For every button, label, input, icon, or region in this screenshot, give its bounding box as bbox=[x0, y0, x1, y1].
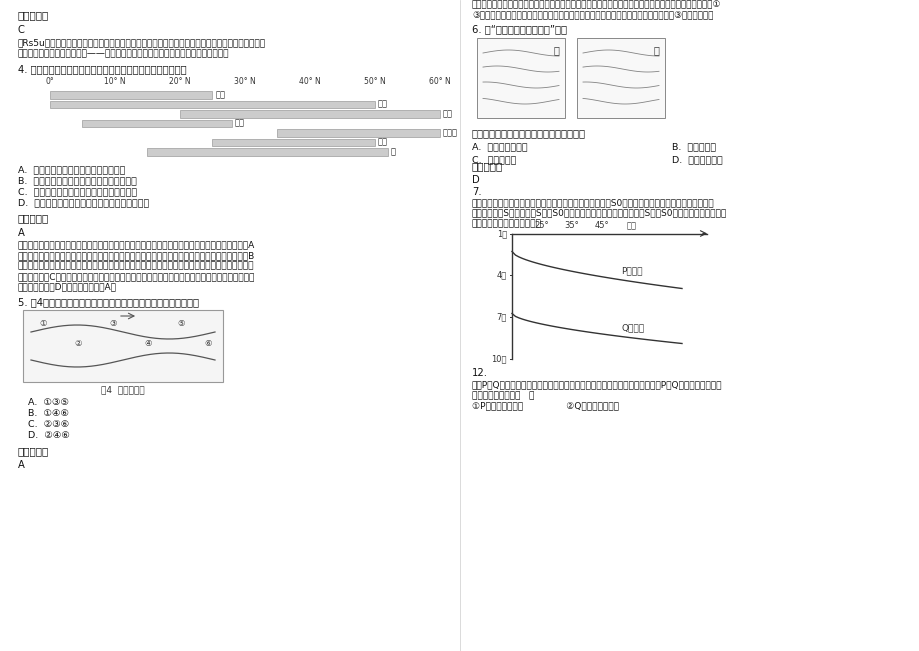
Text: B.  ①④⑥: B. ①④⑥ bbox=[28, 409, 69, 418]
Text: 50° N: 50° N bbox=[364, 77, 385, 86]
Text: B.  热量更丰富: B. 热量更丰富 bbox=[671, 142, 715, 151]
Text: 10° N: 10° N bbox=[104, 77, 126, 86]
Text: D.  苹果和茶树的共同分布区是我国的中温带地区: D. 苹果和茶树的共同分布区是我国的中温带地区 bbox=[18, 199, 149, 208]
Text: A.  水稺主要分布在季风区和雨林气候区: A. 水稺主要分布在季风区和雨林气候区 bbox=[18, 165, 125, 174]
Text: 1月: 1月 bbox=[496, 229, 506, 238]
Text: 4月: 4月 bbox=[496, 271, 506, 280]
Text: B.  可可、咏啊、向日葛的热量适应范围较大: B. 可可、咏啊、向日葛的热量适应范围较大 bbox=[18, 176, 137, 186]
Bar bbox=[50, 100, 375, 108]
Text: 20° N: 20° N bbox=[169, 77, 190, 86]
Bar bbox=[50, 91, 212, 98]
Text: 参考答案：: 参考答案： bbox=[18, 214, 50, 223]
Text: 7月: 7月 bbox=[496, 312, 506, 322]
Text: 图为P、Q两类不同日照类型植物在我国随纬度变化的始花期时间分布图。有关P、Q两类日照类型的植: 图为P、Q两类不同日照类型植物在我国随纬度变化的始花期时间分布图。有关P、Q两类… bbox=[471, 380, 721, 389]
Text: D.  经济基础雄厚: D. 经济基础雄厚 bbox=[671, 155, 722, 164]
Text: 麦的生长，故C错误；茶叶为亚热带作物，主要分布在我国的亚热带丘陵地区，苹果主要分布在我国: 麦的生长，故C错误；茶叶为亚热带作物，主要分布在我国的亚热带丘陵地区，苹果主要分… bbox=[18, 272, 255, 281]
Text: A.  ①③⑤: A. ①③⑤ bbox=[28, 398, 69, 407]
Bar bbox=[278, 129, 439, 137]
Text: 25°: 25° bbox=[534, 221, 549, 230]
Text: Q类植物: Q类植物 bbox=[620, 323, 643, 332]
Text: 纬度: 纬度 bbox=[627, 221, 636, 230]
Text: ⑤: ⑤ bbox=[177, 320, 185, 329]
Text: ③: ③ bbox=[109, 320, 117, 329]
Text: 咏啊: 咏啊 bbox=[234, 118, 244, 128]
Text: 南半球；风向左偏；洋流流向——中低纬（阔叶林）大陆东岸洋流为暖流，来自低纬。: 南半球；风向左偏；洋流流向——中低纬（阔叶林）大陆东岸洋流为暖流，来自低纬。 bbox=[18, 49, 229, 58]
Text: 30° N: 30° N bbox=[233, 77, 255, 86]
Text: A: A bbox=[18, 460, 25, 470]
Text: 苹果: 苹果 bbox=[378, 138, 388, 146]
Text: 12.: 12. bbox=[471, 368, 487, 378]
Text: 水稺: 水稺 bbox=[378, 100, 388, 109]
Text: 一天中能诱导植物开花所需的极限日照长度称为临界日长（S0），大多数一年生植物的开花决定于每: 一天中能诱导植物开花所需的极限日照长度称为临界日长（S0），大多数一年生植物的开… bbox=[471, 198, 714, 207]
Text: 暖温带地区，故D错误。所以该题选A。: 暖温带地区，故D错误。所以该题选A。 bbox=[18, 283, 117, 292]
Bar bbox=[180, 110, 439, 117]
Text: ⑥: ⑥ bbox=[204, 339, 211, 348]
Bar bbox=[83, 120, 232, 127]
Text: 参考答案：: 参考答案： bbox=[471, 161, 503, 171]
Text: 物，表述正确的是（   ）: 物，表述正确的是（ ） bbox=[471, 391, 534, 400]
Text: 《Rs5u解析》纬度和等温线的温度变化确定是南半球；沉积岛与陆地右岸相连，则左岸侵蚀，可知是: 《Rs5u解析》纬度和等温线的温度变化确定是南半球；沉积岛与陆地右岸相连，则左岸… bbox=[18, 38, 266, 47]
Text: D: D bbox=[471, 175, 479, 185]
Text: 试题分析：由于凸岸对水流有一定的阻挡，因此凸岸需流速较慢，因要有一定弧形、速度较快，由图可知①: 试题分析：由于凸岸对水流有一定的阻挡，因此凸岸需流速较慢，因要有一定弧形、速度较… bbox=[471, 0, 720, 9]
Text: 乙三角洲不同于甲三角洲的地理环境条件是: 乙三角洲不同于甲三角洲的地理环境条件是 bbox=[471, 128, 585, 138]
Text: 0°: 0° bbox=[46, 77, 54, 86]
Text: C.  ②③⑥: C. ②③⑥ bbox=[28, 420, 69, 429]
Text: ①: ① bbox=[40, 320, 47, 329]
Text: 照植物。读图完成下面小题。: 照植物。读图完成下面小题。 bbox=[471, 219, 541, 228]
Bar bbox=[212, 139, 375, 146]
Text: ②: ② bbox=[74, 339, 82, 348]
Text: 10月: 10月 bbox=[491, 354, 506, 363]
Bar bbox=[147, 148, 388, 156]
Text: 4. 下图为北半球部分农作物分布的纬度示意图。读图，农作物: 4. 下图为北半球部分农作物分布的纬度示意图。读图，农作物 bbox=[18, 64, 187, 74]
Text: A.  良好的农业基础: A. 良好的农业基础 bbox=[471, 142, 528, 151]
Text: 参考答案：: 参考答案： bbox=[18, 446, 50, 456]
Text: A: A bbox=[18, 227, 25, 238]
Text: 正确；可可、咏啊为热带作物，主要分布在低纬度地区，向日葛喜温凉，主要分布在温带地区，故B: 正确；可可、咏啊为热带作物，主要分布在低纬度地区，向日葛喜温凉，主要分布在温带地… bbox=[18, 251, 255, 260]
Text: 图4  河流示意图: 图4 河流示意图 bbox=[101, 385, 144, 394]
Text: 35°: 35° bbox=[564, 221, 579, 230]
Text: C.  小麦种植在亚马孙平原比黄淦平原更适宜: C. 小麦种植在亚马孙平原比黄淦平原更适宜 bbox=[18, 187, 137, 197]
Bar bbox=[476, 38, 564, 118]
Text: D.  ②④⑥: D. ②④⑥ bbox=[28, 431, 70, 440]
Text: 参考答案：: 参考答案： bbox=[18, 10, 50, 20]
Bar bbox=[576, 38, 664, 118]
Text: 茶: 茶 bbox=[391, 147, 395, 156]
Text: 可可: 可可 bbox=[215, 90, 225, 99]
Text: 天日照时间（S）。我们把S大于S0就开花的植物称为长日照植物，把S短于S0才开花的植物称为短日: 天日照时间（S）。我们把S大于S0就开花的植物称为长日照植物，把S短于S0才开花… bbox=[471, 208, 726, 217]
Text: 乙: 乙 bbox=[652, 45, 658, 55]
Text: 甲: 甲 bbox=[552, 45, 559, 55]
Text: 错误；小麦主要分布在温带地区，亚马孙平原为热带雨林气候，全年高温多雨，光照不足，不利于小: 错误；小麦主要分布在温带地区，亚马孙平原为热带雨林气候，全年高温多雨，光照不足，… bbox=[18, 262, 255, 271]
Text: 5. 图4标注的北半球某河流两岁六地中在自然状态下侵蚀较重的是: 5. 图4标注的北半球某河流两岁六地中在自然状态下侵蚀较重的是 bbox=[18, 297, 199, 307]
Bar bbox=[23, 310, 222, 382]
Text: 40° N: 40° N bbox=[299, 77, 321, 86]
Text: 向日葛: 向日葛 bbox=[443, 128, 458, 137]
Text: 《详解》水稺喜湿热的气候，主要分布在雨热同期的季风气候区和全年高温多雨的雨林气候区，故A: 《详解》水稺喜湿热的气候，主要分布在雨热同期的季风气候区和全年高温多雨的雨林气候… bbox=[18, 240, 255, 249]
Text: 小麦: 小麦 bbox=[443, 109, 452, 118]
Text: 45°: 45° bbox=[594, 221, 608, 230]
Text: ①P属于长日照植物               ②Q属于长日照植物: ①P属于长日照植物 ②Q属于长日照植物 bbox=[471, 402, 618, 411]
Text: C.  科技水平高: C. 科技水平高 bbox=[471, 155, 516, 164]
Text: 7.: 7. bbox=[471, 187, 482, 197]
Text: 60° N: 60° N bbox=[428, 77, 450, 86]
Text: C: C bbox=[18, 25, 25, 35]
Text: ③为凸岸，直道时运用地转偏向力的作用，潮向左，北向右，赤道不偏转的原则可判断③侵蚀较严重。: ③为凸岸，直道时运用地转偏向力的作用，潮向左，北向右，赤道不偏转的原则可判断③侵… bbox=[471, 10, 713, 20]
Text: P类植物: P类植物 bbox=[620, 266, 641, 275]
Text: 6. 读“我国两个三角洲略图”回答: 6. 读“我国两个三角洲略图”回答 bbox=[471, 24, 566, 34]
Text: ④: ④ bbox=[144, 339, 152, 348]
